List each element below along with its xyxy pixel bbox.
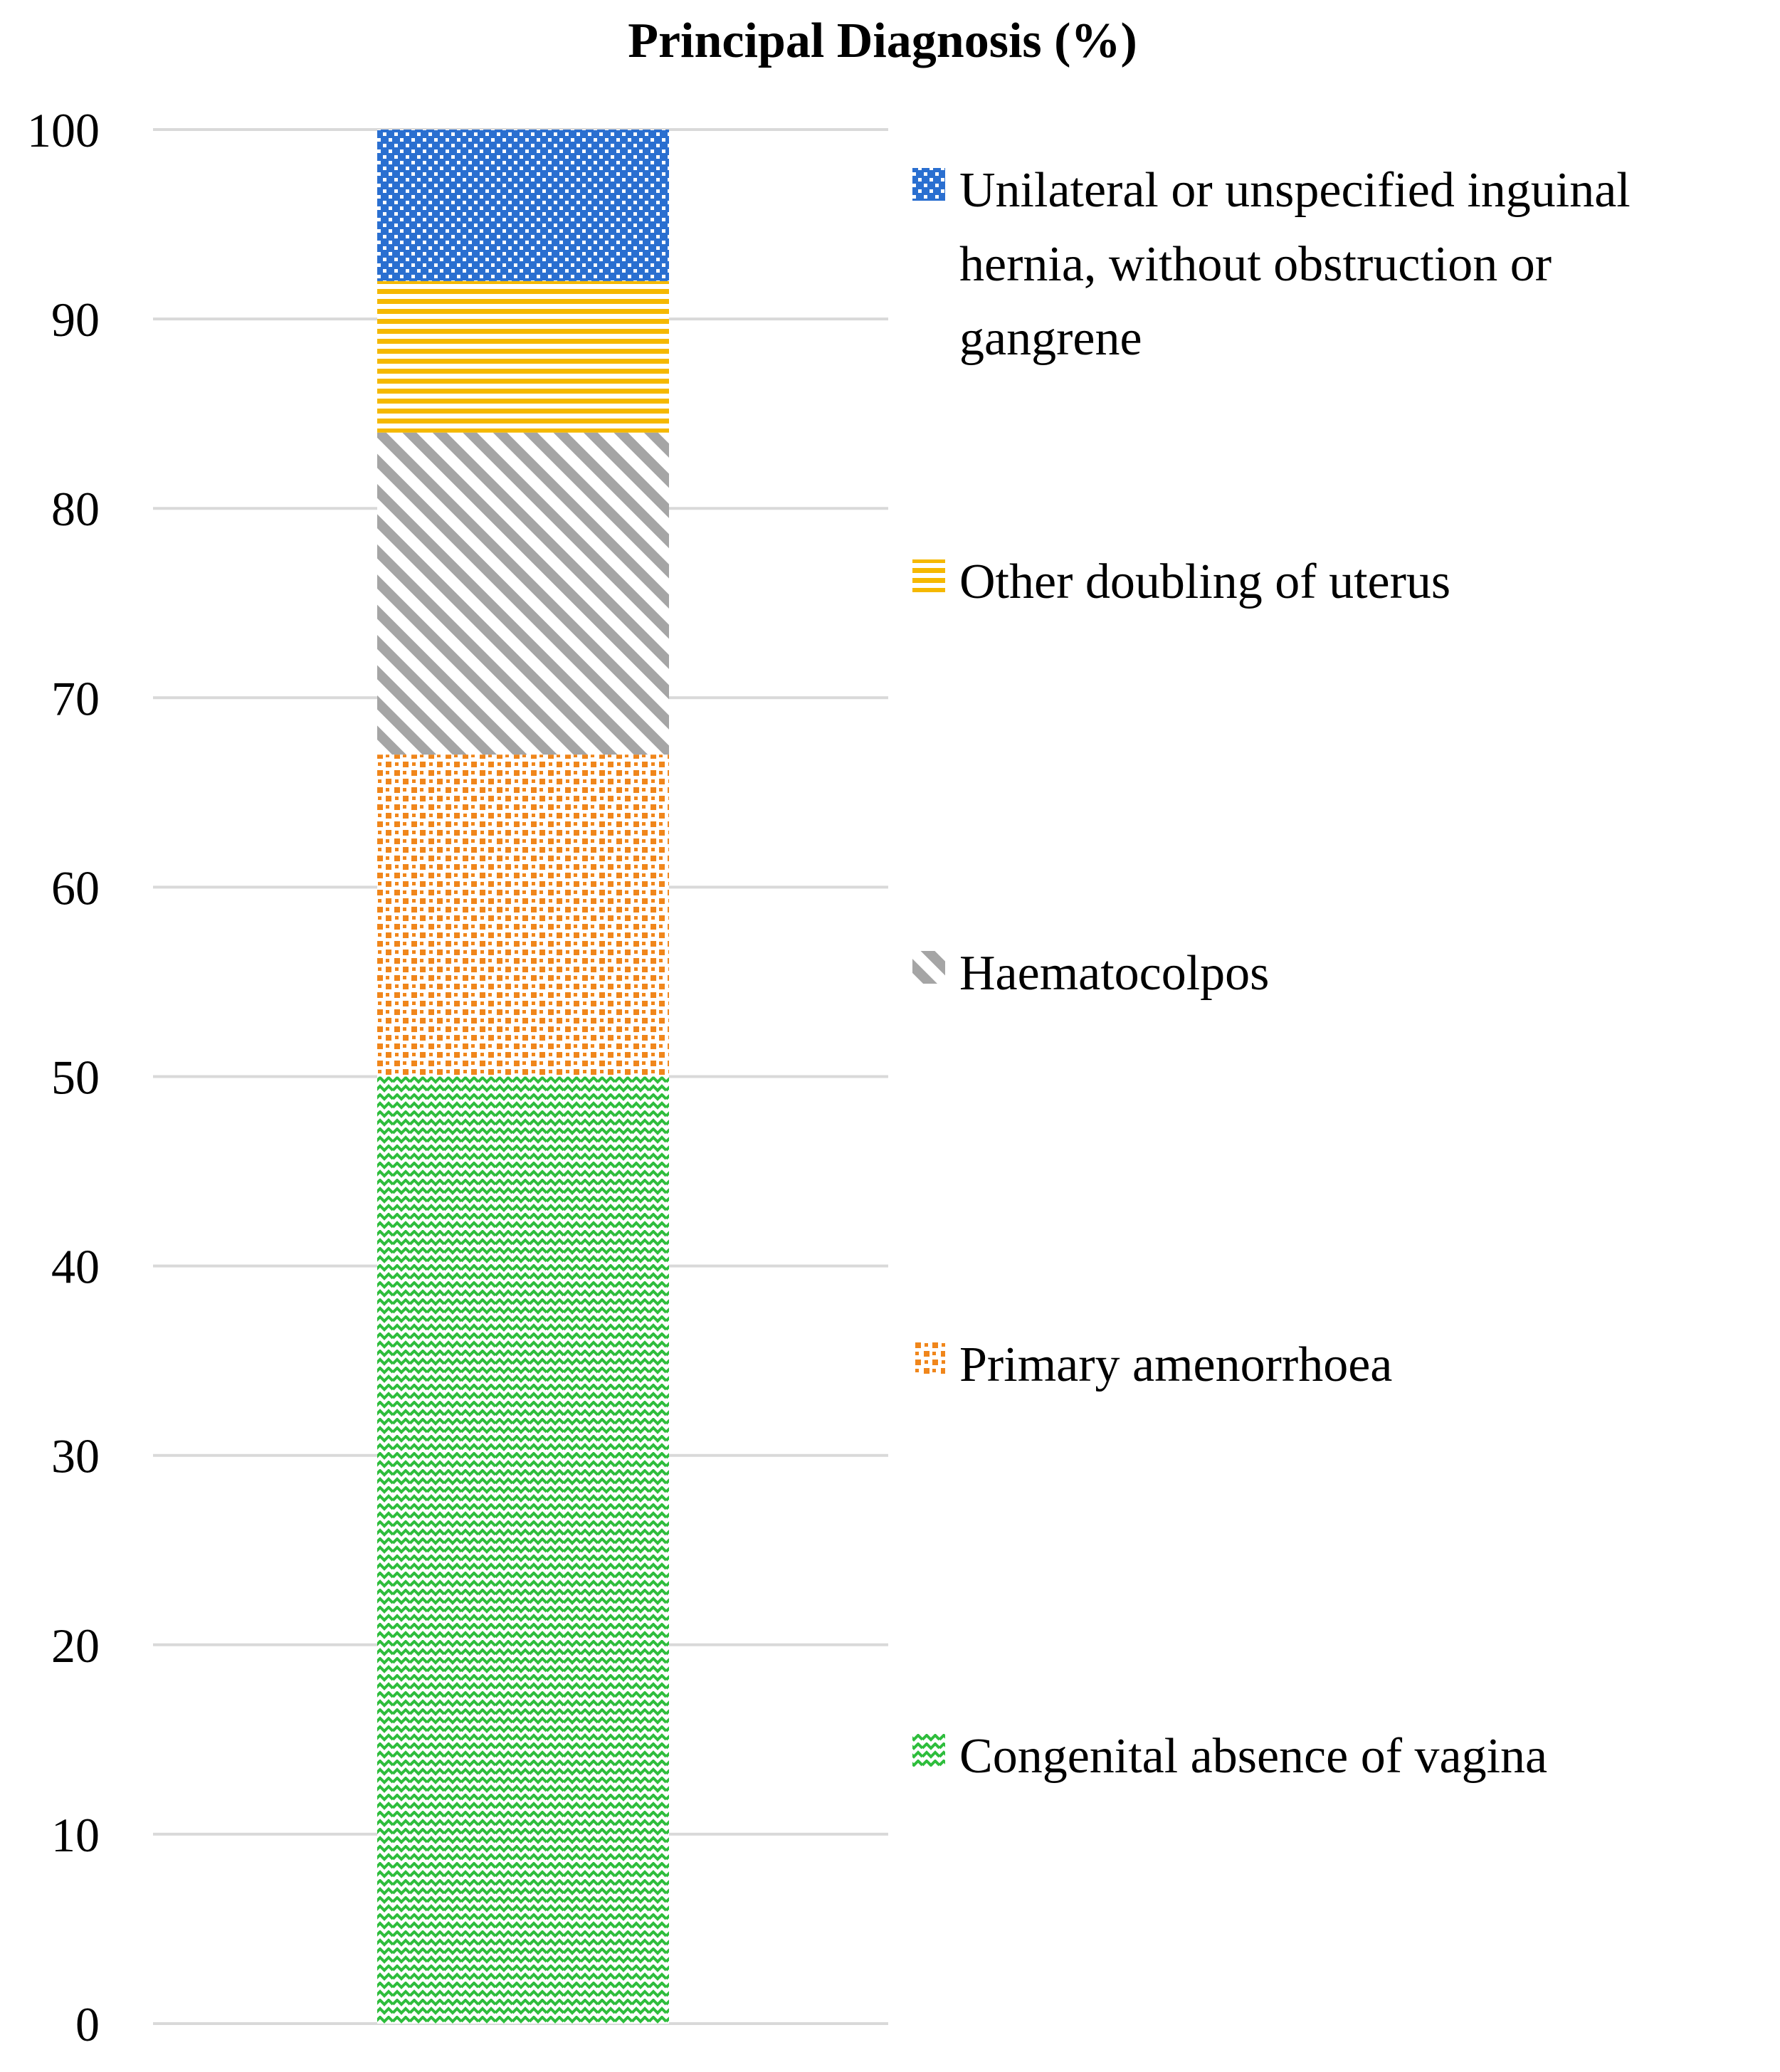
chart-title: Principal Diagnosis (%) [628, 14, 1137, 68]
bar-segment-other-doubling-of-uterus [377, 280, 669, 433]
stacked-bar [377, 130, 669, 2024]
legend-label: Primary amenorrhoea [959, 1337, 1392, 1392]
legend-label: gangrene [959, 311, 1142, 366]
y-tick-label: 20 [51, 1619, 100, 1673]
legend-item: Haematocolpos [912, 946, 1269, 1001]
legend-swatch [912, 559, 945, 592]
legend-label: hernia, without obstruction or [959, 237, 1552, 292]
y-tick-label: 90 [51, 293, 100, 347]
legend: Unilateral or unspecified inguinal hernia… [912, 163, 1631, 1784]
legend-swatch [912, 1342, 945, 1375]
y-axis-ticks: 0 10 20 30 40 50 60 70 80 90 100 [27, 103, 100, 2051]
legend-label: Haematocolpos [959, 946, 1269, 1001]
y-tick-label: 50 [51, 1051, 100, 1105]
legend-label: Congenital absence of vagina [959, 1729, 1547, 1784]
y-tick-label: 70 [51, 671, 100, 725]
legend-item: Primary amenorrhoea [912, 1337, 1392, 1392]
bar-segment-unilateral-or-unspecified-inguinal-hernia-without-obstruction-or-gangrene [377, 130, 669, 281]
legend-label: Unilateral or unspecified inguinal [959, 163, 1631, 218]
y-tick-label: 40 [51, 1240, 100, 1294]
y-tick-label: 30 [51, 1429, 100, 1483]
y-tick-label: 0 [75, 1997, 100, 2051]
legend-label: Other doubling of uterus [959, 554, 1450, 609]
y-tick-label: 10 [51, 1808, 100, 1862]
legend-swatch [912, 1734, 945, 1767]
y-tick-label: 60 [51, 861, 100, 915]
y-tick-label: 80 [51, 482, 100, 536]
legend-swatch [912, 951, 945, 984]
legend-item: Other doubling of uterus [912, 554, 1450, 609]
bar-segment-haematocolpos [377, 432, 669, 755]
y-tick-label: 100 [27, 103, 100, 157]
bar-segment-congenital-absence-of-vagina [377, 1076, 669, 2024]
legend-swatch [912, 168, 945, 201]
bar-segment-primary-amenorrhoea [377, 754, 669, 1077]
legend-item: Unilateral or unspecified inguinal hernia… [912, 163, 1631, 366]
legend-item: Congenital absence of vagina [912, 1729, 1547, 1784]
